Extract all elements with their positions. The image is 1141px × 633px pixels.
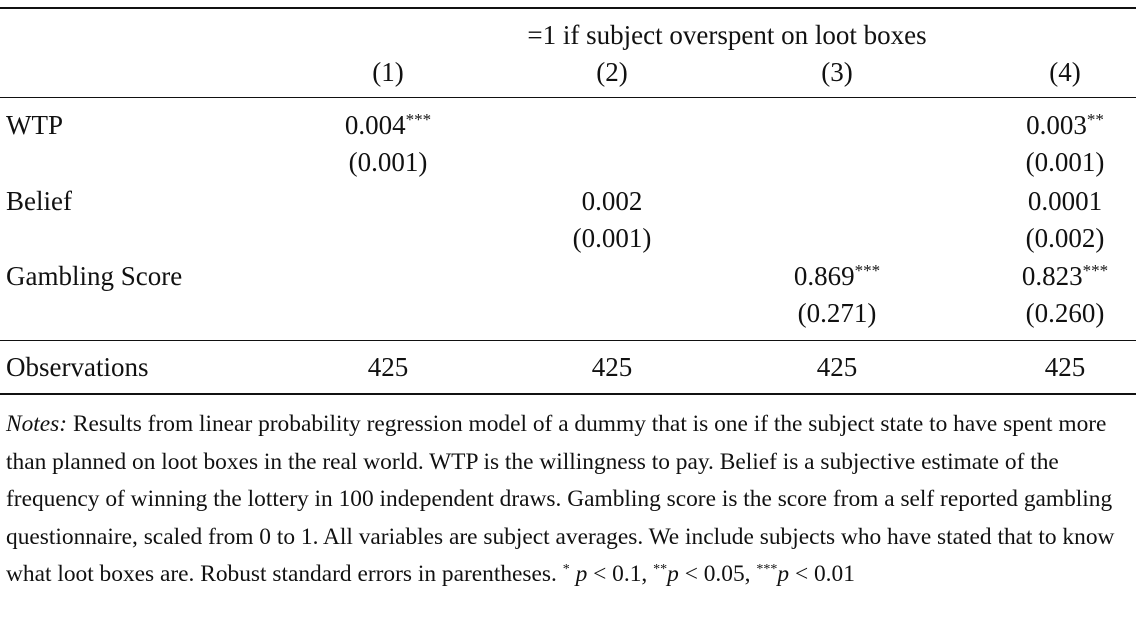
bottom-rule <box>0 393 1136 395</box>
legend-threshold: < 0.05, <box>684 561 751 588</box>
row-label: Gambling Score <box>6 261 183 291</box>
mid-rule <box>0 97 1136 98</box>
observations: 425 <box>816 352 858 382</box>
coef-value: 0.002 <box>581 186 643 216</box>
observations: 425 <box>591 352 633 382</box>
notes: Notes: Results from linear probability r… <box>6 406 1138 594</box>
notes-label: Notes: <box>6 411 68 437</box>
standard-error: (0.001) <box>348 147 428 177</box>
column-header: (4) <box>1049 57 1081 87</box>
legend-threshold: < 0.1, <box>593 561 648 588</box>
legend-stars: *** <box>756 562 778 578</box>
standard-error: (0.001) <box>572 223 652 253</box>
coef-value: 0.004 <box>344 110 406 140</box>
column-header: (1) <box>372 57 404 87</box>
row-label: Observations <box>6 352 149 382</box>
legend-stars: * <box>562 562 570 578</box>
coef-value: 0.869 <box>793 261 855 291</box>
coefficient: 0.823*** <box>1022 261 1108 291</box>
column-header: (2) <box>596 57 628 87</box>
significance-stars: *** <box>405 110 432 129</box>
coef-value: 0.003 <box>1026 110 1087 140</box>
legend-stars: ** <box>653 562 668 578</box>
significance-stars: *** <box>1082 261 1109 280</box>
row-label: Belief <box>6 186 72 216</box>
header-span: =1 if subject overspent on loot boxes <box>527 20 927 50</box>
coef-value: 0.0001 <box>1027 186 1103 216</box>
standard-error: (0.002) <box>1025 223 1105 253</box>
coef-value: 0.823 <box>1021 261 1083 291</box>
observations: 425 <box>367 352 409 382</box>
coefficient: 0.004*** <box>345 110 431 140</box>
legend-p: p <box>777 561 790 588</box>
notes-text: Results from linear probability regressi… <box>6 411 1115 588</box>
coefficient: 0.0001 <box>1028 186 1102 216</box>
top-rule <box>0 7 1136 9</box>
row-label: WTP <box>6 110 63 140</box>
coefficient: 0.869*** <box>794 261 880 291</box>
observations: 425 <box>1044 352 1086 382</box>
coefficient: 0.002 <box>582 186 643 216</box>
standard-error: (0.260) <box>1025 298 1105 328</box>
legend-p: p <box>575 561 588 588</box>
significance-stars: ** <box>1086 110 1104 129</box>
coefficient: 0.003** <box>1026 110 1104 140</box>
standard-error: (0.271) <box>797 298 877 328</box>
mid-rule <box>0 340 1136 341</box>
standard-error: (0.001) <box>1025 147 1105 177</box>
significance-stars: *** <box>854 261 881 280</box>
legend-threshold: < 0.01 <box>794 561 855 588</box>
column-header: (3) <box>821 57 853 87</box>
legend-p: p <box>667 561 679 588</box>
